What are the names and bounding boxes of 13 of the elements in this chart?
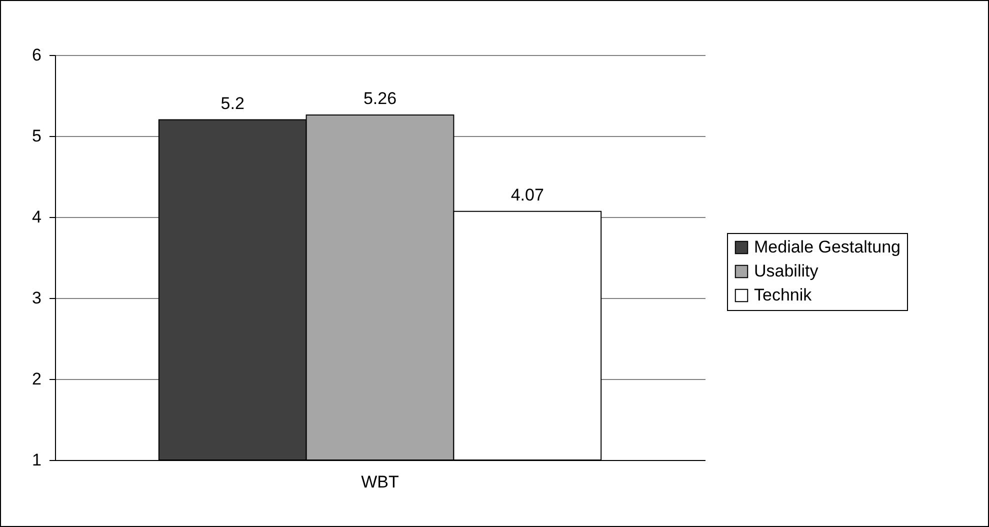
y-tick-label: 4 bbox=[32, 208, 42, 226]
y-tick-label: 1 bbox=[32, 450, 42, 470]
y-tick-label: 3 bbox=[32, 288, 42, 308]
data-label: 5.26 bbox=[363, 88, 397, 108]
data-label: 5.2 bbox=[220, 94, 244, 113]
data-label: 4.07 bbox=[510, 185, 544, 204]
legend-label: Usability bbox=[754, 262, 819, 280]
legend-label: Mediale Gestaltung bbox=[754, 238, 900, 256]
y-tick-label: 5 bbox=[32, 126, 42, 146]
y-tick-label: 2 bbox=[32, 370, 42, 388]
y-tick-label: 6 bbox=[32, 46, 42, 64]
x-tick-label: WBT bbox=[361, 472, 399, 492]
legend-label: Technik bbox=[754, 286, 812, 304]
